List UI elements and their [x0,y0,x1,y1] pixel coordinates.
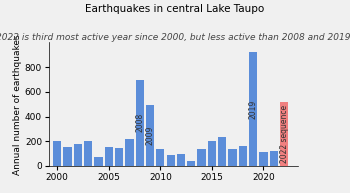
Bar [249,52,257,166]
Bar [94,157,103,166]
Bar [167,155,175,166]
Text: 2008: 2008 [135,113,144,132]
Bar [280,102,288,166]
Bar [105,147,113,166]
Bar [259,152,268,166]
Bar [208,141,216,166]
Bar [156,149,164,166]
Bar [197,149,206,166]
Bar [115,148,123,166]
Bar [187,161,195,166]
Bar [84,141,92,166]
Text: 2022 sequence: 2022 sequence [280,105,289,163]
Bar [63,147,72,166]
Bar [177,154,185,166]
Bar [53,141,61,166]
Text: 2019: 2019 [248,100,258,119]
Bar [74,144,82,166]
Text: 2009: 2009 [146,126,155,145]
Bar [270,151,278,166]
Bar [239,146,247,166]
Bar [146,105,154,166]
Title: 2022 is third most active year since 2000, but less active than 2008 and 2019: 2022 is third most active year since 200… [0,33,350,42]
Bar [229,149,237,166]
Bar [135,80,144,166]
Bar [125,139,134,166]
Y-axis label: Annual number of earthquakes: Annual number of earthquakes [13,34,22,174]
Text: Earthquakes in central Lake Taupo: Earthquakes in central Lake Taupo [85,4,265,14]
Bar [218,137,226,166]
